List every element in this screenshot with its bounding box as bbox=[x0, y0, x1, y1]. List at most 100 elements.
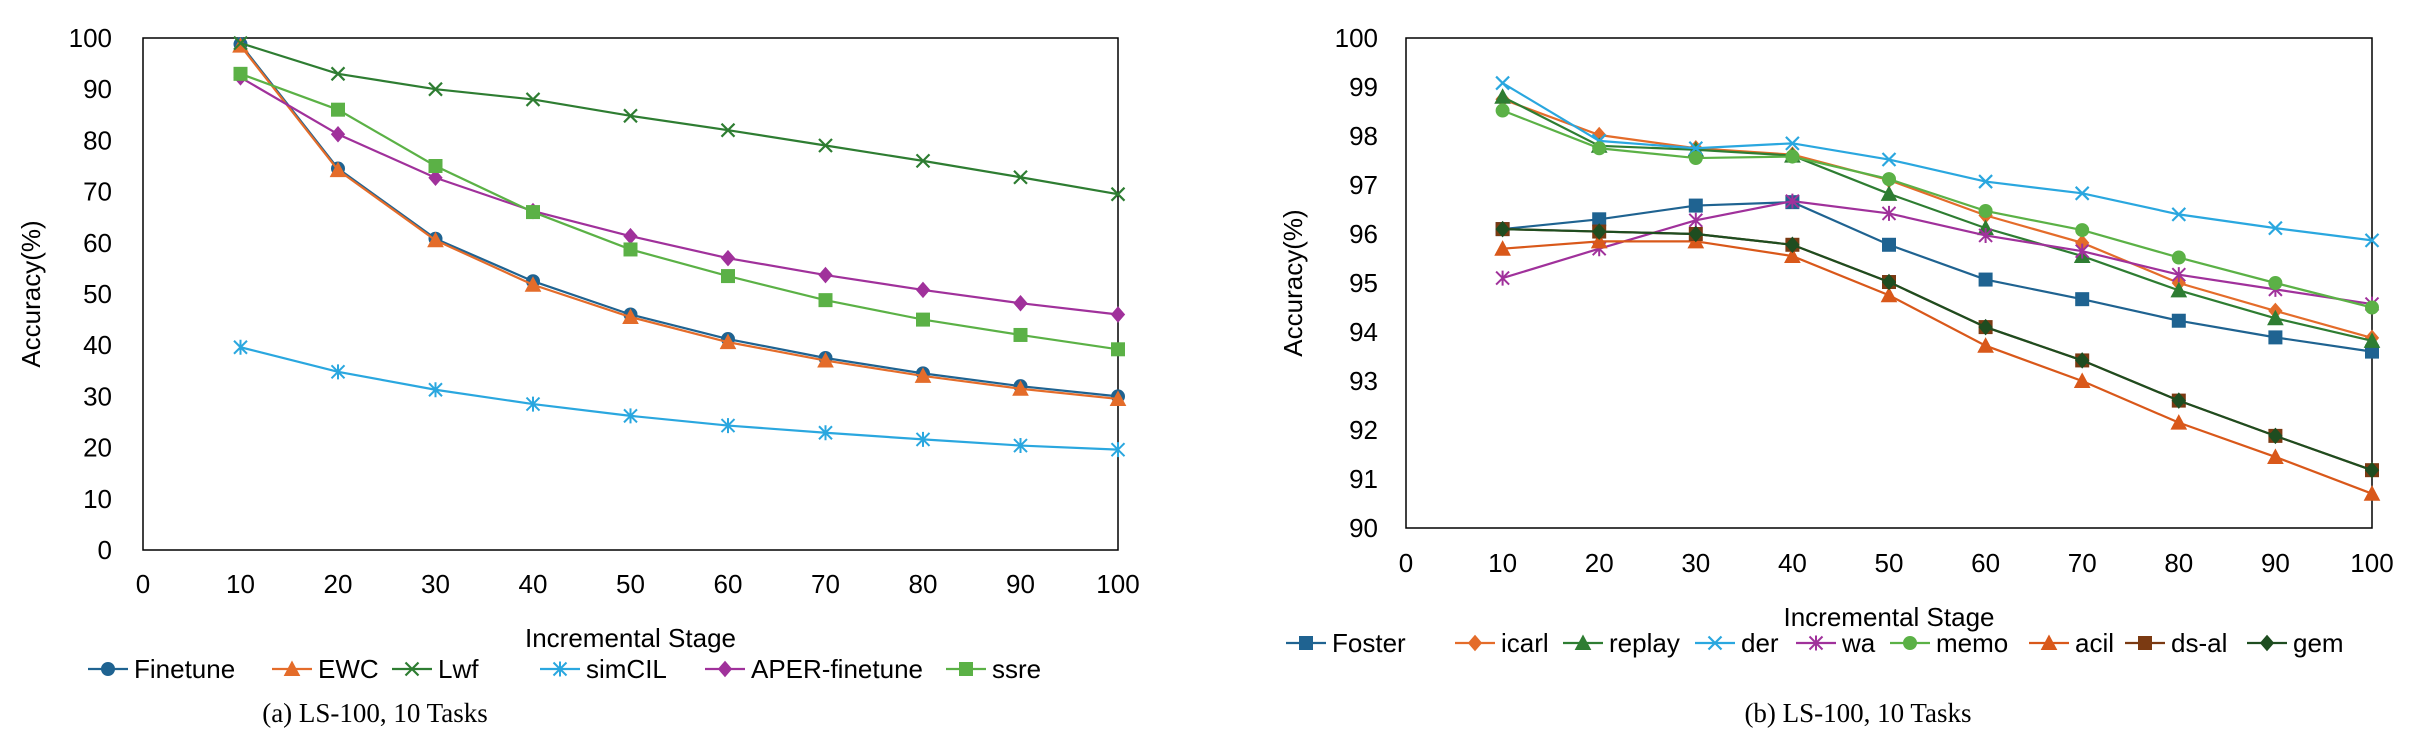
series-memo bbox=[1495, 103, 2379, 315]
legend-marker bbox=[959, 662, 973, 676]
data-point bbox=[1495, 270, 1510, 286]
legend-label: Lwf bbox=[438, 654, 479, 684]
legend-marker bbox=[1707, 635, 1723, 651]
y-tick-label: 90 bbox=[1349, 513, 1378, 543]
legend-label: memo bbox=[1936, 628, 2008, 658]
data-point bbox=[525, 92, 541, 107]
legend-label: wa bbox=[1841, 628, 1876, 658]
data-point bbox=[719, 333, 737, 350]
data-point bbox=[331, 102, 345, 117]
legend-item: acil bbox=[2029, 628, 2114, 658]
x-tick-label: 20 bbox=[324, 569, 353, 599]
data-point bbox=[2268, 427, 2283, 445]
plot-area-frame bbox=[142, 37, 1119, 551]
data-point bbox=[2074, 243, 2090, 259]
chart-a: 0 10 20 30 40 50 60 70 80 90 100 0 10 20 30 40 50 60 70 80 9… bbox=[16, 23, 1140, 728]
legend-label: simCIL bbox=[586, 654, 667, 684]
legend-item: APER-finetune bbox=[705, 654, 923, 684]
data-point bbox=[915, 281, 931, 299]
series-simCIL bbox=[233, 339, 1126, 458]
legend-label: acil bbox=[2075, 628, 2114, 658]
y-tick-label: 30 bbox=[83, 381, 112, 411]
legend-item: EWC bbox=[272, 654, 379, 684]
y-tick-label: 90 bbox=[83, 74, 112, 104]
y-tick-label: 98 bbox=[1349, 121, 1378, 151]
data-point bbox=[2073, 372, 2091, 388]
data-point bbox=[428, 159, 443, 173]
data-point bbox=[916, 312, 930, 327]
data-point bbox=[1881, 205, 1897, 221]
y-tick-label: 94 bbox=[1349, 317, 1378, 347]
series-gem bbox=[1495, 220, 2380, 479]
data-point bbox=[1013, 438, 1028, 454]
series-line bbox=[1502, 228, 2373, 472]
legend-item: Foster bbox=[1286, 628, 1406, 658]
x-tick-label: 10 bbox=[1488, 548, 1517, 578]
series-line bbox=[1502, 95, 2373, 342]
data-point bbox=[233, 35, 248, 51]
data-point bbox=[330, 66, 346, 82]
data-point bbox=[720, 122, 736, 138]
legend-item: memo bbox=[1890, 628, 2008, 658]
data-point bbox=[1495, 220, 1510, 238]
x-tick-label: 60 bbox=[1971, 548, 2000, 578]
data-point bbox=[1785, 193, 1800, 209]
series-line bbox=[240, 72, 1119, 351]
legend-marker bbox=[552, 661, 568, 677]
data-point bbox=[1882, 237, 1896, 252]
data-point bbox=[1110, 186, 1126, 202]
legend-item: icarl bbox=[1455, 628, 1549, 658]
data-point bbox=[1012, 380, 1029, 396]
data-point bbox=[2364, 461, 2380, 479]
data-point bbox=[1013, 327, 1028, 342]
legend-marker bbox=[717, 660, 733, 678]
data-point bbox=[1109, 390, 1127, 406]
y-tick-label: 96 bbox=[1349, 219, 1378, 249]
legend-marker bbox=[1299, 636, 1313, 650]
data-point bbox=[1785, 236, 1800, 254]
legend-item: Lwf bbox=[392, 654, 479, 684]
legend-marker bbox=[1903, 636, 1917, 650]
data-point bbox=[1880, 286, 1898, 303]
series-APER-finetune bbox=[233, 69, 1126, 323]
series-der bbox=[1495, 75, 2380, 248]
data-point bbox=[1495, 103, 1510, 118]
series-ds-al bbox=[1495, 222, 2379, 478]
series-Finetune bbox=[233, 37, 1125, 404]
data-point bbox=[1688, 225, 1703, 243]
data-point bbox=[2365, 300, 2379, 315]
legend-marker bbox=[2138, 636, 2152, 650]
data-point bbox=[622, 308, 639, 325]
series-line bbox=[1502, 98, 2373, 339]
y-tick-label: 100 bbox=[1335, 23, 1378, 53]
legend-label: EWC bbox=[318, 654, 379, 684]
series-line bbox=[240, 42, 1119, 196]
data-point bbox=[1978, 318, 1993, 336]
data-point bbox=[720, 249, 736, 267]
legend-marker bbox=[404, 661, 420, 677]
series-line bbox=[1502, 240, 2373, 495]
data-point bbox=[330, 125, 346, 143]
x-tick-label: 80 bbox=[2164, 548, 2193, 578]
x-tick-label: 90 bbox=[2261, 548, 2290, 578]
data-point bbox=[428, 382, 443, 398]
y-tick-label: 60 bbox=[83, 228, 112, 258]
legend-marker bbox=[2259, 634, 2275, 652]
data-point bbox=[427, 231, 444, 248]
legend-label: APER-finetune bbox=[751, 654, 923, 684]
data-point bbox=[623, 408, 638, 424]
legend-marker bbox=[1467, 634, 1483, 652]
data-point bbox=[1784, 247, 1801, 264]
legend-marker bbox=[2040, 634, 2058, 650]
x-tick-label: 70 bbox=[811, 569, 840, 599]
data-point bbox=[2364, 233, 2380, 248]
data-point bbox=[1111, 342, 1125, 357]
data-point bbox=[1494, 88, 1511, 104]
legend-label: gem bbox=[2293, 628, 2344, 658]
legend-item: der bbox=[1695, 628, 1779, 658]
legend-marker bbox=[1808, 635, 1824, 651]
data-point bbox=[1495, 75, 1510, 91]
x-tick-label: 90 bbox=[1006, 569, 1035, 599]
data-point bbox=[623, 242, 638, 257]
data-point bbox=[428, 169, 443, 187]
